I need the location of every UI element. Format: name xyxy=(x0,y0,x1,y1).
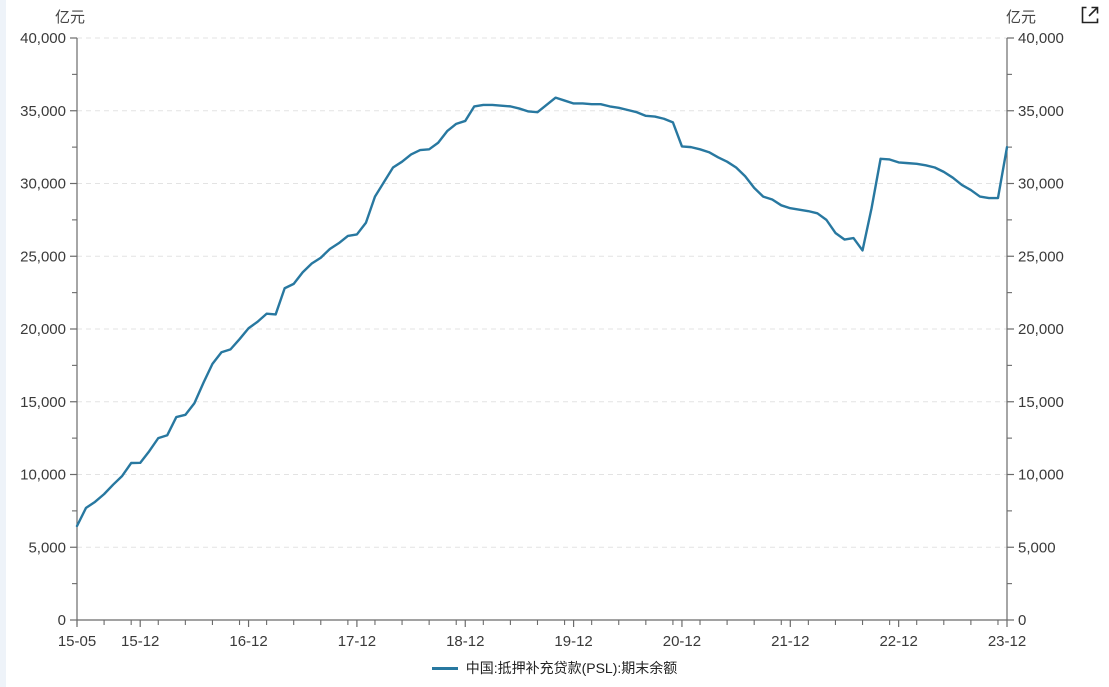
svg-text:40,000: 40,000 xyxy=(1018,30,1064,47)
svg-text:23-12: 23-12 xyxy=(988,633,1026,650)
svg-text:17-12: 17-12 xyxy=(338,633,376,650)
svg-text:35,000: 35,000 xyxy=(20,103,66,120)
svg-text:21-12: 21-12 xyxy=(771,633,809,650)
svg-text:18-12: 18-12 xyxy=(446,633,484,650)
svg-text:15-12: 15-12 xyxy=(121,633,159,650)
svg-text:15,000: 15,000 xyxy=(20,394,66,411)
svg-text:10,000: 10,000 xyxy=(20,467,66,484)
legend-swatch xyxy=(431,666,458,670)
svg-text:25,000: 25,000 xyxy=(1018,248,1064,265)
open-in-new-window-icon[interactable] xyxy=(1079,4,1101,26)
svg-text:15-05: 15-05 xyxy=(58,633,96,650)
svg-text:19-12: 19-12 xyxy=(554,633,592,650)
svg-text:15,000: 15,000 xyxy=(1018,394,1064,411)
svg-text:5,000: 5,000 xyxy=(1018,539,1056,556)
svg-text:0: 0 xyxy=(1018,612,1026,629)
chart-legend: 中国:抵押补充贷款(PSL):期末余额 xyxy=(0,658,1109,678)
svg-text:40,000: 40,000 xyxy=(20,30,66,47)
svg-text:22-12: 22-12 xyxy=(879,633,917,650)
right-axis-unit-label: 亿元 xyxy=(1006,9,1037,26)
svg-text:30,000: 30,000 xyxy=(1018,176,1064,193)
left-axis-unit-label: 亿元 xyxy=(55,9,86,26)
grid-lines xyxy=(77,37,1007,548)
svg-text:0: 0 xyxy=(58,612,66,629)
legend-label: 中国:抵押补充贷款(PSL):期末余额 xyxy=(465,660,678,676)
svg-text:10,000: 10,000 xyxy=(1018,467,1064,484)
svg-text:35,000: 35,000 xyxy=(1018,103,1064,120)
axes xyxy=(70,37,1014,627)
left-edge-strip xyxy=(0,0,6,687)
right-edge-strip xyxy=(1103,0,1109,687)
svg-text:20-12: 20-12 xyxy=(663,633,701,650)
series-paths xyxy=(75,96,1009,528)
axis-tick-labels: 0 0 5,000 5,000 10,000 10,000 15,000 15,000 20,0… xyxy=(20,30,1064,650)
svg-text:30,000: 30,000 xyxy=(20,176,66,193)
svg-text:20,000: 20,000 xyxy=(20,321,66,338)
svg-text:16-12: 16-12 xyxy=(229,633,267,650)
svg-text:5,000: 5,000 xyxy=(28,539,66,556)
svg-text:20,000: 20,000 xyxy=(1018,321,1064,338)
svg-text:25,000: 25,000 xyxy=(20,248,66,265)
